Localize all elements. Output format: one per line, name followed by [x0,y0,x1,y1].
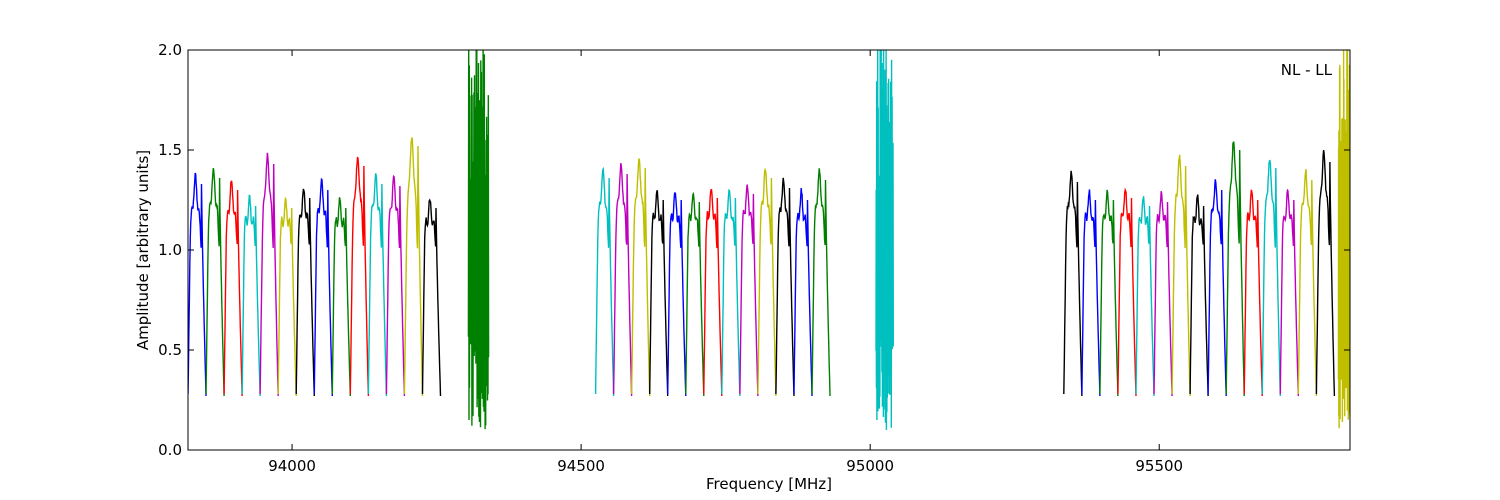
series-line-band1-ch14 [421,198,442,397]
series-line-band1-ch9 [331,197,351,397]
plot-frame [187,49,1351,451]
series-line-band3-ch3 [1099,189,1119,397]
series-line-band2-ch1 [594,166,615,397]
y-tick-label: 0.0 [158,441,182,459]
x-tick-label: 94000 [268,457,316,475]
series-line-band3-ch11 [1243,189,1263,397]
x-axis-label: Frequency [MHz] [706,475,832,493]
series-line-band3-ch12 [1261,159,1281,397]
series-line-band1-ch10 [349,156,370,397]
series-line-band3-ch10 [1225,141,1245,397]
series-line-band1-ch2 [205,168,225,397]
series-line-band1-ch5 [259,152,279,397]
series-line-band3-ch9 [1207,179,1227,397]
series-line-band2-ch13 [811,168,831,397]
series-line-band3-ch13 [1279,188,1299,397]
series-line-band2-ch9 [739,184,759,397]
series-line-band3-ch8 [1189,194,1209,397]
chart-annotation: NL - LL [1281,61,1333,79]
y-axis-label: Amplitude [arbitrary units] [134,150,152,350]
series-line-band3-ch7 [1171,154,1191,397]
x-tick-label: 95000 [846,457,894,475]
series-line-band1-ch8 [313,177,333,397]
series-line-band2-ch12 [793,188,813,397]
ticks-layer: 94000 94500 95000 95500 0.0 0.5 1.0 1.5 2.0 [158,41,1350,475]
y-tick-label: 1.5 [158,141,182,159]
y-tick-label: 0.5 [158,341,182,359]
series-line-band3-ch6 [1153,191,1173,397]
series-line-band1-ch11 [367,173,388,397]
series-line-band1-ch1 [188,172,207,397]
series-line-band3-ch1 [1063,170,1083,397]
y-tick-label: 2.0 [158,41,182,59]
noisy-segment-1 [467,50,490,430]
series-line-band2-ch8 [721,188,741,397]
series-line-band1-ch7 [295,188,315,397]
y-tick-label: 1.0 [158,241,182,259]
series-line-band2-ch6 [685,192,705,397]
series-line-band2-ch10 [757,167,777,397]
x-tick-label: 94500 [557,457,605,475]
series-line-band2-ch4 [649,190,669,397]
series-layer [188,50,1350,430]
series-line-band3-ch15 [1315,149,1336,397]
series-line-band2-ch11 [775,177,795,397]
series-line-band3-ch2 [1081,189,1101,397]
series-line-band3-ch5 [1135,196,1155,397]
noisy-segment-3 [1337,50,1350,429]
noisy-segment-2 [875,50,894,430]
series-line-band3-ch14 [1297,169,1318,397]
x-tick-label: 95500 [1135,457,1183,475]
series-line-band1-ch6 [277,196,297,397]
series-line-band1-ch3 [223,180,243,397]
series-line-band1-ch4 [241,194,261,397]
series-line-band2-ch2 [612,162,633,397]
series-line-band1-ch12 [385,174,406,397]
series-line-band2-ch3 [630,158,651,397]
series-line-band1-ch13 [403,137,424,397]
series-line-band2-ch5 [667,191,687,397]
series-line-band3-ch4 [1117,187,1137,397]
series-line-band2-ch7 [703,188,723,397]
